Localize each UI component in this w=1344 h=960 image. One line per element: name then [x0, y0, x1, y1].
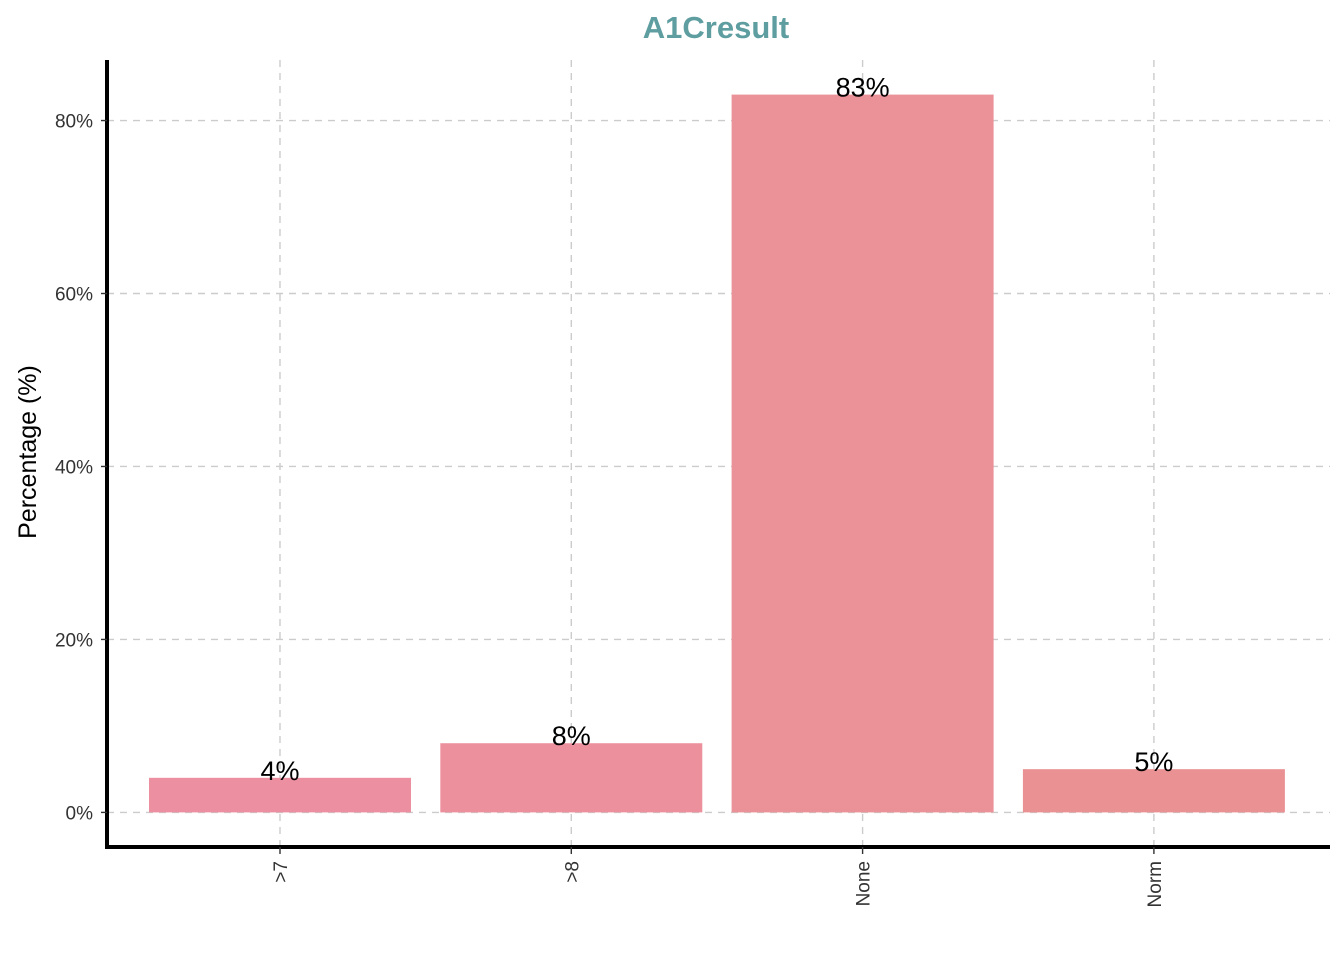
bar-value-label: 83% [836, 73, 890, 103]
data-labels: 4% 8% 83% 5% [260, 73, 1173, 786]
bar-value-label: 4% [260, 756, 299, 786]
bars [149, 94, 1285, 813]
grid-lines [107, 60, 1330, 847]
bar-3 [731, 94, 994, 813]
axes [105, 60, 1330, 849]
bar-2 [440, 743, 703, 813]
y-tick-label: 40% [55, 457, 93, 478]
bar-4 [1022, 769, 1285, 813]
bar-value-label: 8% [552, 721, 591, 751]
y-tick-label: 60% [55, 285, 93, 306]
y-tick-label: 20% [55, 630, 93, 651]
bar-1 [149, 777, 411, 813]
y-tick-label: 80% [55, 112, 93, 133]
x-tick-label: Norm [1145, 861, 1166, 907]
x-tick-label: None [854, 861, 875, 906]
y-tick-labels: 0% 20% 40% 60% 80% [55, 112, 107, 824]
chart-title: A1Cresult [643, 10, 789, 45]
bar-value-label: 5% [1134, 747, 1173, 777]
x-tick-label: >8 [562, 861, 583, 883]
y-axis-title: Percentage (%) [14, 365, 42, 539]
x-tick-label: >7 [271, 861, 292, 883]
y-tick-label: 0% [66, 803, 94, 824]
x-tick-labels: >7 >8 None Norm [271, 847, 1166, 907]
